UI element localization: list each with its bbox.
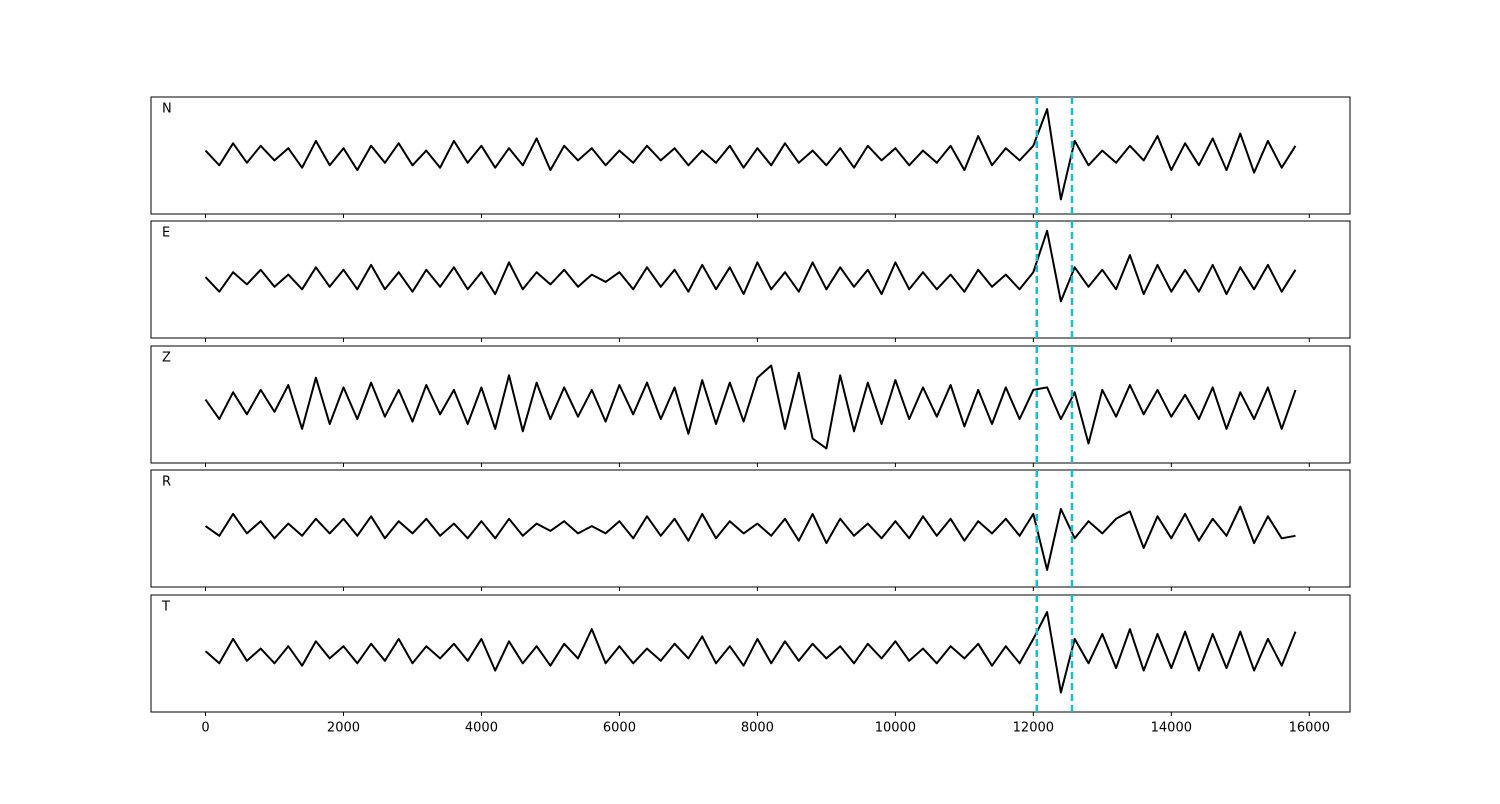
x-tick-label: 0: [201, 721, 209, 736]
trace: [204, 364, 1297, 450]
x-tick-label: 16000: [1289, 721, 1330, 736]
panel-frame: [150, 96, 1351, 215]
panel-frame: [150, 220, 1351, 339]
panel-frame: [150, 469, 1351, 588]
trace: [204, 611, 1297, 694]
trace: [204, 229, 1297, 303]
trace: [204, 505, 1296, 571]
panel-label: Z: [162, 351, 171, 366]
panel-frame: [150, 594, 1351, 713]
panel-frame: [150, 345, 1351, 464]
x-tick-label: 4000: [465, 721, 498, 736]
x-tick-label: 2000: [327, 721, 360, 736]
x-tick-label: 14000: [1151, 721, 1192, 736]
x-tick-label: 6000: [603, 721, 636, 736]
trace: [204, 108, 1297, 201]
panel-label: T: [161, 600, 170, 615]
panel-label: N: [162, 102, 172, 117]
x-tick-label: 8000: [741, 721, 774, 736]
panel-label: R: [162, 475, 171, 490]
panel-label: E: [162, 226, 170, 241]
x-tick-label: 10000: [875, 721, 916, 736]
x-tick-label: 12000: [1013, 721, 1054, 736]
